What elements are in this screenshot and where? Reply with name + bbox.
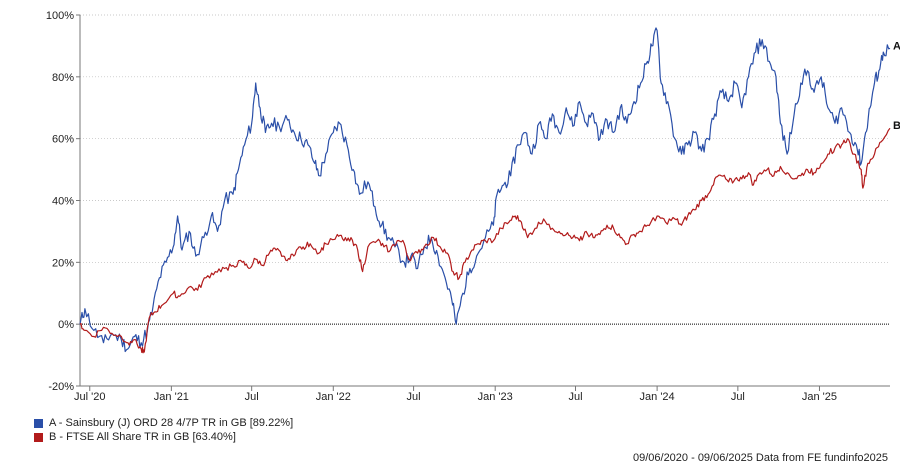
line-chart: 100% 80% 60% 40% 20% 0% -20%Jul '20 Jan '21 Jul J… (46, 10, 900, 403)
footer-text: 09/06/2020 - 09/06/2025 Data from FE fun… (632, 452, 888, 464)
x-tick-label: Jul '20 (74, 391, 105, 403)
legend-item-b: B - FTSE All Share TR in GB [63.40%] (34, 430, 293, 444)
y-tick-label: -20% (48, 381, 74, 393)
series-line-b (79, 127, 891, 354)
legend-swatch-a (34, 418, 43, 428)
legend-swatch-b (34, 432, 43, 442)
y-tick-label: 80% (52, 72, 74, 84)
y-tick-label: 0% (58, 319, 74, 331)
legend-item-a: A - Sainsbury (J) ORD 28 4/7P TR in GB [… (34, 416, 293, 430)
labels: 100% 80% 60% 40% 20% 0% -20%Jul '20 Jan '21 Jul J… (46, 10, 900, 403)
legend-label-a: A - Sainsbury (J) ORD 28 4/7P TR in GB [… (49, 417, 294, 429)
y-tick-label: 40% (52, 196, 74, 208)
y-tick-label: 100% (46, 10, 74, 22)
x-tick-label: Jul (731, 391, 745, 403)
x-tick-label: Jan '25 (802, 391, 837, 403)
x-tick-label: Jan '24 (640, 391, 675, 403)
series-line-a (79, 27, 891, 353)
legend: A - Sainsbury (J) ORD 28 4/7P TR in GB [… (34, 416, 293, 444)
series-end-label-b: B (893, 120, 900, 132)
x-tick-label: Jul (568, 391, 582, 403)
grid (80, 14, 890, 387)
x-tick-label: Jan '21 (154, 391, 189, 403)
series-lines (79, 27, 891, 354)
x-tick-label: Jan '23 (478, 391, 513, 403)
y-tick-label: 60% (52, 134, 74, 146)
x-tick-label: Jan '22 (316, 391, 351, 403)
axes (76, 14, 890, 391)
y-tick-label: 20% (52, 257, 74, 269)
x-tick-label: Jul (407, 391, 421, 403)
legend-label-b: B - FTSE All Share TR in GB [63.40%] (49, 431, 236, 443)
x-tick-label: Jul (245, 391, 259, 403)
series-end-label-a: A (893, 40, 900, 52)
